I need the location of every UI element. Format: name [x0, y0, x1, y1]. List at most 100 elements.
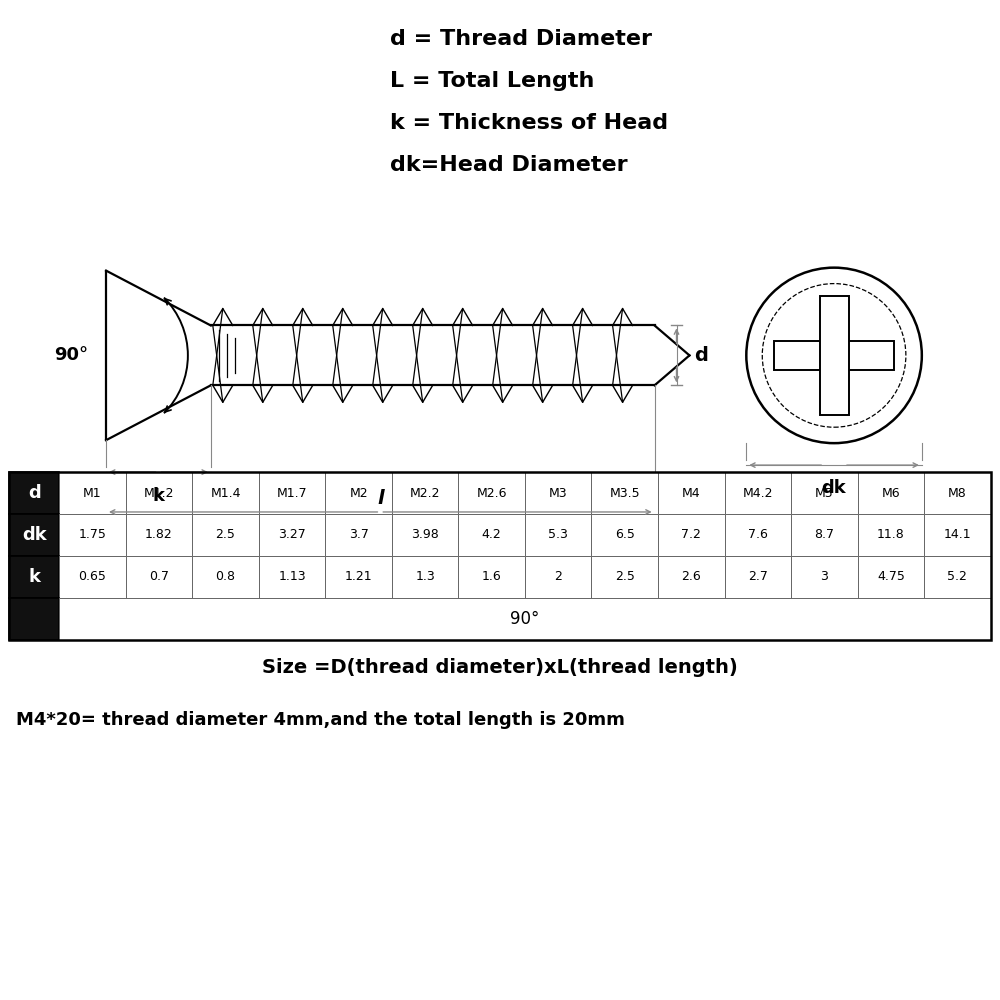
Bar	[525, 472, 591, 514]
Bar	[9, 598, 59, 640]
Bar	[259, 556, 325, 598]
Polygon shape	[820, 296, 849, 415]
Text: 5.3: 5.3	[548, 528, 568, 541]
Text: 14.1: 14.1	[944, 528, 971, 541]
Bar	[858, 514, 924, 556]
Bar	[591, 514, 658, 556]
Bar	[924, 514, 991, 556]
Bar	[725, 514, 791, 556]
Text: L = Total Length: L = Total Length	[390, 71, 595, 91]
Text: k: k	[28, 568, 40, 586]
Text: 8.7: 8.7	[814, 528, 834, 541]
Bar	[325, 514, 392, 556]
Bar	[9, 472, 991, 640]
Text: 90°: 90°	[510, 610, 540, 628]
Text: M8: M8	[948, 487, 967, 500]
Circle shape	[746, 268, 922, 443]
Text: 3.27: 3.27	[278, 528, 306, 541]
Bar	[924, 556, 991, 598]
Bar	[591, 556, 658, 598]
Text: M5: M5	[815, 487, 834, 500]
Text: 3.7: 3.7	[349, 528, 369, 541]
Bar	[858, 556, 924, 598]
Text: 1.21: 1.21	[345, 570, 372, 583]
Bar	[192, 472, 259, 514]
Text: 2.6: 2.6	[681, 570, 701, 583]
Text: 1.75: 1.75	[79, 528, 106, 541]
Text: k = Thickness of Head: k = Thickness of Head	[390, 113, 668, 133]
Bar	[858, 472, 924, 514]
Text: 1.6: 1.6	[482, 570, 502, 583]
Bar	[458, 514, 525, 556]
Text: 7.6: 7.6	[748, 528, 768, 541]
Text: 1.82: 1.82	[145, 528, 173, 541]
Text: M4: M4	[682, 487, 701, 500]
Bar	[924, 472, 991, 514]
Bar	[725, 472, 791, 514]
Text: M1.4: M1.4	[210, 487, 241, 500]
Text: M3: M3	[549, 487, 568, 500]
Text: d: d	[694, 346, 708, 365]
Text: M2.2: M2.2	[410, 487, 440, 500]
Text: dk: dk	[22, 526, 47, 544]
Text: M6: M6	[882, 487, 900, 500]
Bar	[658, 514, 725, 556]
Bar	[458, 556, 525, 598]
Bar	[392, 556, 458, 598]
Text: dk=Head Diameter: dk=Head Diameter	[390, 155, 628, 175]
Bar	[59, 472, 126, 514]
Text: M1: M1	[83, 487, 102, 500]
Text: 7.2: 7.2	[681, 528, 701, 541]
Bar	[791, 472, 858, 514]
Text: 0.8: 0.8	[216, 570, 236, 583]
Text: M3.5: M3.5	[609, 487, 640, 500]
Text: 1.13: 1.13	[278, 570, 306, 583]
Text: 6.5: 6.5	[615, 528, 635, 541]
Text: 2.5: 2.5	[615, 570, 635, 583]
Bar	[259, 514, 325, 556]
Text: d = Thread Diameter: d = Thread Diameter	[390, 29, 652, 49]
Text: 11.8: 11.8	[877, 528, 905, 541]
Text: M1.2: M1.2	[144, 487, 174, 500]
Bar	[791, 556, 858, 598]
Bar	[9, 514, 59, 556]
Bar	[325, 556, 392, 598]
Bar	[59, 556, 126, 598]
Bar	[525, 514, 591, 556]
Text: 2.7: 2.7	[748, 570, 768, 583]
Text: M4.2: M4.2	[743, 487, 773, 500]
Bar	[126, 472, 192, 514]
Text: M2: M2	[349, 487, 368, 500]
Bar	[791, 514, 858, 556]
Text: 3.98: 3.98	[411, 528, 439, 541]
Text: 5.2: 5.2	[947, 570, 967, 583]
Text: 2: 2	[554, 570, 562, 583]
Bar	[259, 472, 325, 514]
Bar	[59, 598, 991, 640]
Text: M1.7: M1.7	[277, 487, 307, 500]
Bar	[725, 556, 791, 598]
Text: M2.6: M2.6	[476, 487, 507, 500]
Bar	[9, 472, 59, 514]
Text: 2.5: 2.5	[216, 528, 235, 541]
Bar	[192, 556, 259, 598]
Bar	[458, 472, 525, 514]
Bar	[591, 472, 658, 514]
Text: 1.3: 1.3	[415, 570, 435, 583]
Bar	[126, 556, 192, 598]
Bar	[9, 556, 59, 598]
Text: 0.65: 0.65	[79, 570, 106, 583]
Bar	[658, 472, 725, 514]
Polygon shape	[774, 341, 894, 370]
Text: dk: dk	[822, 479, 846, 497]
Bar	[392, 514, 458, 556]
Bar	[59, 514, 126, 556]
Bar	[658, 556, 725, 598]
Text: 0.7: 0.7	[149, 570, 169, 583]
Text: 4.2: 4.2	[482, 528, 502, 541]
Text: 90°: 90°	[54, 346, 88, 364]
Text: 4.75: 4.75	[877, 570, 905, 583]
Bar	[192, 514, 259, 556]
Text: k: k	[152, 487, 164, 505]
Bar	[126, 514, 192, 556]
